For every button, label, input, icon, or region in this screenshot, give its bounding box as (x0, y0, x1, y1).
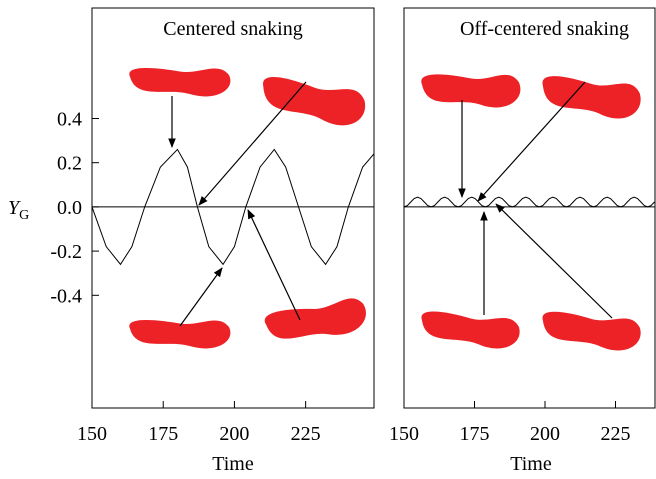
shape (129, 68, 230, 96)
y-axis-label-sub: G (19, 208, 29, 223)
arrow (180, 268, 222, 326)
arrow (496, 204, 612, 318)
panel-title: Centered snaking (163, 18, 302, 40)
page: Off-centered snaking Time 150 175 200 225 Cent… (0, 0, 656, 479)
y-axis-label: YG (8, 197, 29, 223)
panel-title: Off-centered snaking (460, 18, 629, 40)
illustrations (129, 68, 642, 353)
x-axis-label: Time (510, 453, 552, 475)
x-tick-label: 150 (389, 423, 419, 445)
shape (264, 295, 369, 348)
shape (540, 310, 641, 352)
shape (419, 310, 520, 350)
x-tick-label: 175 (148, 423, 178, 445)
arrow (199, 82, 306, 205)
y-tick-label: -0.4 (50, 285, 82, 307)
y-tick-label: -0.2 (50, 241, 82, 263)
data-line (404, 197, 654, 207)
plot-frame (92, 8, 374, 408)
y-tick-label: 0.2 (57, 153, 82, 175)
x-tick-label: 150 (77, 423, 107, 445)
shape (421, 74, 520, 107)
y-tick-label: 0.0 (57, 197, 82, 219)
arrow (248, 210, 300, 320)
x-tick-label: 200 (530, 423, 560, 445)
y-tick-label: 0.4 (57, 108, 82, 130)
figure: Off-centered snaking Time 150 175 200 225 Cent… (0, 0, 656, 479)
x-tick-label: 175 (460, 423, 490, 445)
x-tick-label: 225 (601, 423, 631, 445)
shape (129, 320, 230, 348)
shape (259, 75, 367, 129)
x-axis-label: Time (212, 453, 254, 475)
x-tick-label: 225 (291, 423, 321, 445)
x-tick-label: 200 (219, 423, 249, 445)
